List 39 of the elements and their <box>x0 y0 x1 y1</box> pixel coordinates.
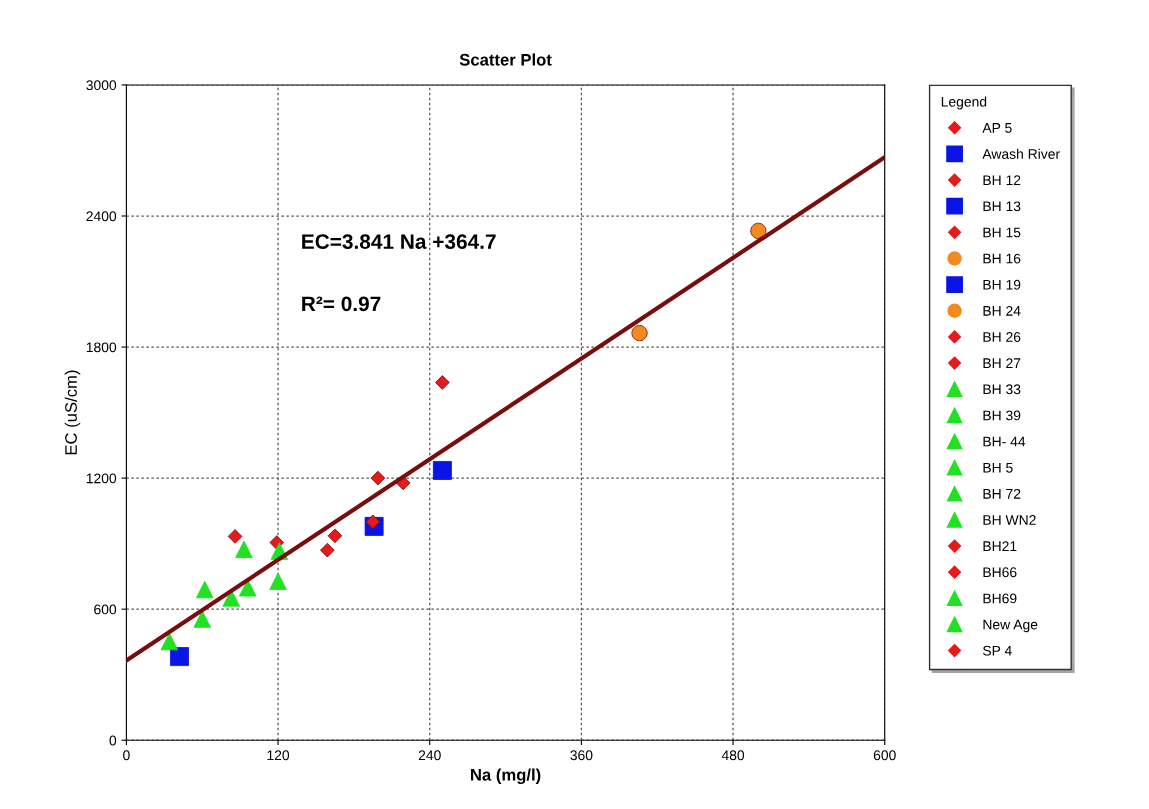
legend-label: BH 12 <box>983 175 1021 185</box>
legend-label: BH69 <box>983 593 1017 604</box>
legend-title: Legend <box>941 96 987 110</box>
legend-label: BH 16 <box>983 253 1021 264</box>
legend-label: BH66 <box>983 567 1017 578</box>
x-tick-label: 600 <box>873 750 896 761</box>
legend-label: BH 19 <box>983 279 1021 290</box>
legend-label: BH21 <box>983 541 1017 551</box>
y-tick-label: 0 <box>109 735 117 746</box>
y-tick-label: 1800 <box>86 342 117 353</box>
legend-label: BH 72 <box>983 488 1021 499</box>
legend-label: Awash River <box>982 148 1060 159</box>
legend-label: AP 5 <box>982 123 1012 133</box>
legend-label: BH 26 <box>983 332 1021 342</box>
legend-label: BH 13 <box>983 201 1021 212</box>
legend-label: BH 33 <box>983 384 1021 395</box>
chart-title: Scatter Plot <box>459 53 552 66</box>
legend-label: BH 15 <box>983 227 1021 238</box>
x-axis-title: Na (mg/l) <box>471 768 541 785</box>
legend-label: BH 5 <box>983 462 1013 473</box>
legend-label: BH 24 <box>983 305 1021 316</box>
legend-label: SP 4 <box>983 645 1012 656</box>
y-tick-label: 2400 <box>86 211 117 222</box>
x-tick-label: 360 <box>570 750 593 761</box>
y-tick-label: 1200 <box>86 473 117 484</box>
x-tick-label: 120 <box>267 750 290 761</box>
annotation: R²= 0.97 <box>302 296 381 312</box>
x-tick-label: 0 <box>123 750 130 761</box>
legend-label: BH- 44 <box>983 436 1026 447</box>
y-axis-title: EC (uS/cm) <box>64 370 81 455</box>
legend-label: BH WN2 <box>983 515 1036 525</box>
legend-label: BH 39 <box>983 410 1021 421</box>
x-tick-label: 480 <box>721 750 745 761</box>
y-tick-label: 600 <box>94 604 117 615</box>
legend-label: New Age <box>983 619 1038 633</box>
legend-label: BH 27 <box>983 358 1021 368</box>
x-tick-label: 240 <box>418 750 441 761</box>
y-tick-label: 3000 <box>86 80 117 91</box>
annotation: EC=3.841 Na +364.7 <box>302 234 496 249</box>
